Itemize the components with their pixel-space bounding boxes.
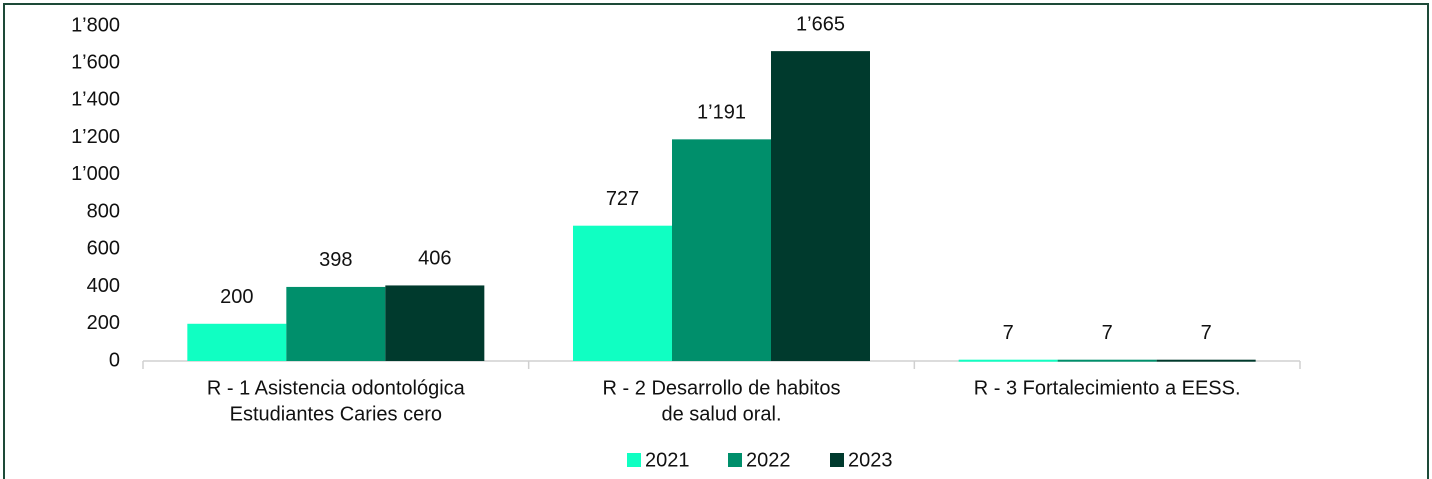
- y-tick-label: 1’200: [71, 126, 120, 148]
- bar: [771, 51, 870, 361]
- data-label: 406: [418, 248, 451, 270]
- data-label: 7: [1003, 322, 1014, 344]
- bar: [672, 139, 771, 361]
- legend-swatch: [830, 453, 844, 467]
- x-tick-label: de salud oral.: [661, 403, 781, 425]
- x-tick-label: R - 1 Asistencia odontológica: [207, 377, 466, 399]
- y-tick-label: 1’000: [71, 163, 120, 185]
- data-label: 200: [220, 286, 253, 308]
- data-label: 1’191: [697, 102, 746, 124]
- y-tick-label: 0: [109, 349, 120, 371]
- legend-label: 2021: [645, 449, 690, 471]
- legend-swatch: [728, 453, 742, 467]
- y-tick-label: 1’800: [71, 14, 120, 36]
- bar: [573, 225, 672, 361]
- y-tick-label: 400: [87, 275, 120, 297]
- data-label: 727: [606, 188, 639, 210]
- x-tick-label: R - 2 Desarrollo de habitos: [603, 377, 841, 399]
- y-tick-label: 600: [87, 238, 120, 260]
- data-label: 7: [1102, 322, 1113, 344]
- data-label: 7: [1201, 322, 1212, 344]
- legend-label: 2022: [746, 449, 791, 471]
- data-label: 398: [319, 249, 352, 271]
- bar: [1057, 359, 1157, 362]
- bar: [958, 359, 1058, 362]
- frame: [3, 3, 1429, 479]
- bar: [385, 285, 485, 361]
- bar: [1156, 359, 1256, 362]
- data-label: 1’665: [796, 13, 845, 35]
- legend-swatch: [627, 453, 641, 467]
- y-tick-label: 200: [87, 312, 120, 334]
- x-tick-label: Estudiantes Caries cero: [230, 403, 442, 425]
- legend-label: 2023: [848, 449, 893, 471]
- y-tick-label: 800: [87, 200, 120, 222]
- x-tick-label: R - 3 Fortalecimiento a EESS.: [974, 377, 1241, 399]
- bar: [187, 323, 287, 361]
- y-tick-label: 1’600: [71, 52, 120, 74]
- bar: [286, 286, 386, 361]
- y-tick-label: 1’400: [71, 89, 120, 111]
